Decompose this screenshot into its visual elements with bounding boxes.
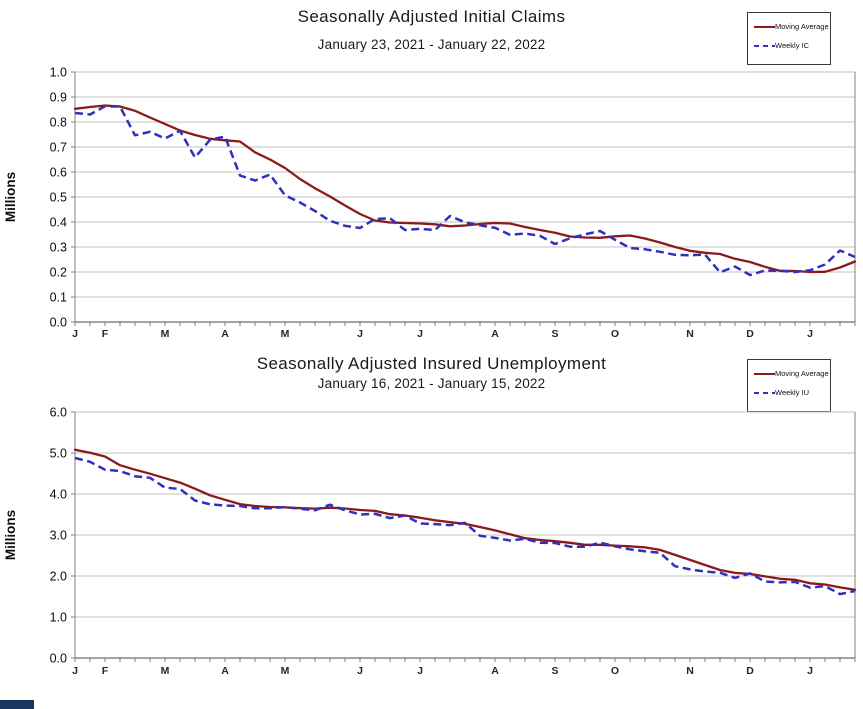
y-tick-label: 0.5 [50,191,67,205]
initial-claims-subtitle: January 23, 2021 - January 22, 2022 [317,37,546,52]
x-tick-month-label: A [221,328,229,340]
gridlines [75,411,855,618]
x-tick-month-label: M [161,328,170,340]
initial-claims-legend: Moving Average Weekly IC [747,12,831,65]
insured-unemployment-subtitle: January 16, 2021 - January 15, 2022 [317,376,546,391]
moving-average-line-sample-icon [754,372,775,375]
x-tick-month-label: J [72,665,78,677]
legend-item-weekly-iu: Weekly IU [754,387,828,398]
x-tick-month-label: J [72,328,78,340]
axis-labels: 0.0 0.1 0.2 0.3 0.4 0.5 0.6 0.7 0.8 0.9 1.0 J F M A M J J… [3,66,813,341]
y-tick-label: 0.0 [50,316,67,330]
y-axis-label: Millions [3,172,18,222]
y-tick-label: 0.2 [50,266,67,280]
y-tick-label: 0.3 [50,241,67,255]
x-tick-month-label: M [161,665,170,677]
y-tick-label: 0.7 [50,141,67,155]
moving-average-line [73,104,857,274]
x-tick-month-label: A [491,665,499,677]
x-tick-month-label: J [417,328,423,340]
legend-label-weekly-ic: Weekly IC [775,40,810,50]
x-tick-month-label: O [611,665,619,677]
y-tick-label: 3.0 [50,529,67,543]
partial-footer-bar [0,700,34,709]
y-tick-label: 0.9 [50,91,67,105]
weekly-ic-line [74,105,856,277]
axis-labels: 0.0 1.0 2.0 3.0 4.0 5.0 6.0 J F M A M J J A S O N D J Millio… [3,406,813,678]
y-axis-label: Millions [3,510,18,560]
x-tick-month-label: N [686,328,694,340]
x-tick-month-label: D [746,328,754,340]
x-tick-month-label: A [221,665,229,677]
x-tick-month-label: J [357,328,363,340]
moving-average-line-sample-icon [754,25,775,28]
x-tick-month-label: F [102,665,109,677]
y-tick-label: 1.0 [50,611,67,625]
x-tick-month-label: M [281,328,290,340]
legend-item-moving-average: Moving Average [754,21,829,32]
legend-label-weekly-iu: Weekly IU [775,387,810,397]
y-tick-label: 0.1 [50,291,67,305]
y-tick-label: 0.8 [50,116,67,130]
y-tick-label: 0.4 [50,216,67,230]
x-tick-month-label: S [551,665,558,677]
weekly-iu-line [74,456,856,596]
legend-label-moving-average: Moving Average [775,368,829,378]
weekly-ic-line-sample-icon [754,44,775,47]
y-tick-label: 4.0 [50,488,67,502]
axes [71,411,856,662]
y-tick-label: 1.0 [50,66,67,80]
initial-claims-title: Seasonally Adjusted Initial Claims [297,7,566,26]
x-tick-month-label: J [807,328,813,340]
weekly-iu-line-sample-icon [754,391,775,394]
y-tick-label: 2.0 [50,570,67,584]
x-tick-month-label: M [281,665,290,677]
x-tick-month-label: N [686,665,694,677]
x-tick-month-label: F [102,328,109,340]
insured-unemployment-title: Seasonally Adjusted Insured Unemployment [256,354,607,373]
insured-unemployment-plot: 0.0 1.0 2.0 3.0 4.0 5.0 6.0 J F M A M J J A S O N D J Millio… [3,406,857,678]
x-tick-month-label: A [491,328,499,340]
legend-item-moving-average: Moving Average [754,368,829,379]
axes [71,71,856,326]
x-tick-month-label: O [611,328,619,340]
x-tick-month-label: D [746,665,754,677]
y-tick-label: 0.6 [50,166,67,180]
x-tick-month-label: J [357,665,363,677]
legend-item-weekly-ic: Weekly IC [754,40,828,51]
moving-average-line [73,448,857,591]
gridlines [75,71,855,298]
x-tick-month-label: J [417,665,423,677]
x-tick-month-label: S [551,328,558,340]
x-tick-month-label: J [807,665,813,677]
initial-claims-plot: 0.0 0.1 0.2 0.3 0.4 0.5 0.6 0.7 0.8 0.9 1.0 J F M A M J J… [3,66,857,341]
legend-label-moving-average: Moving Average [775,21,829,31]
y-tick-label: 0.0 [50,652,67,666]
y-tick-label: 6.0 [50,406,67,420]
insured-unemployment-legend: Moving Average Weekly IU [747,359,831,412]
y-tick-label: 5.0 [50,447,67,461]
